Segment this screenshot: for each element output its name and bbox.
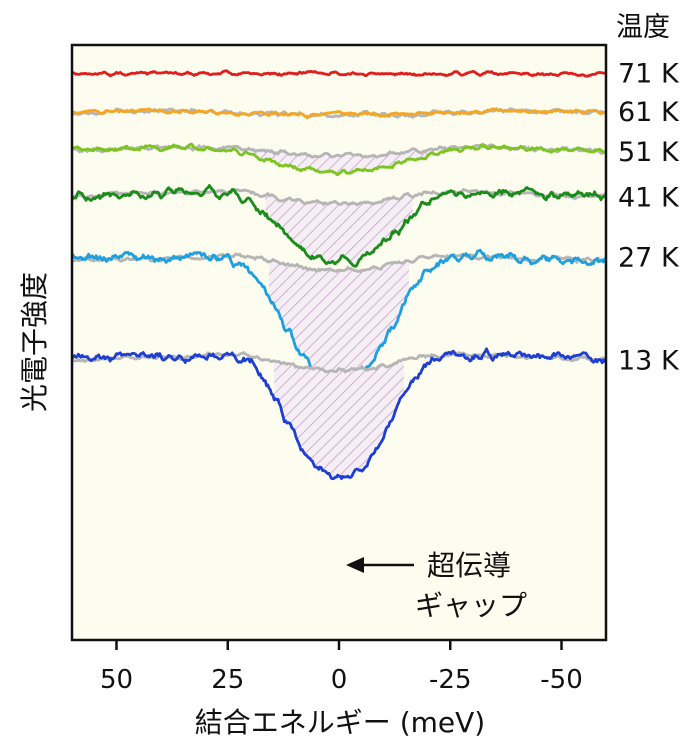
x-tick-label: -25 bbox=[429, 665, 471, 695]
x-tick-label: -50 bbox=[540, 665, 582, 695]
temperature-label-41k: 41 K bbox=[618, 183, 680, 214]
annotation-arrow-head bbox=[346, 557, 364, 573]
annotation-line-1: 超伝導 bbox=[427, 549, 511, 582]
series-line-61k bbox=[72, 107, 606, 120]
series-line-41k bbox=[72, 184, 606, 268]
temperature-label-27k: 27 K bbox=[618, 242, 680, 273]
gap-annotation: 超伝導 ギャップ bbox=[346, 549, 527, 622]
temperature-labels: 71 K 61 K 51 K 41 K 27 K 13 K bbox=[618, 59, 680, 377]
legend-title: 温度 bbox=[616, 12, 670, 43]
temperature-label-71k: 71 K bbox=[618, 59, 680, 90]
x-axis: 50 25 0 -25 -50 bbox=[100, 640, 583, 695]
x-tick-label: 50 bbox=[100, 665, 133, 695]
gap-hatch-13k bbox=[274, 359, 404, 479]
temperature-label-61k: 61 K bbox=[618, 97, 680, 128]
series-line-13k bbox=[72, 347, 606, 481]
temperature-label-13k: 13 K bbox=[618, 345, 680, 376]
plot-area bbox=[72, 69, 606, 481]
series-line-51k bbox=[72, 142, 606, 177]
annotation-line-2: ギャップ bbox=[415, 589, 527, 622]
y-axis-title: 光電子強度 bbox=[18, 272, 51, 412]
x-axis-title: 結合エネルギー (meV) bbox=[195, 706, 485, 739]
series-line-71k bbox=[72, 69, 606, 78]
x-tick-label: 25 bbox=[211, 665, 244, 695]
x-tick-label: 0 bbox=[331, 665, 348, 695]
temperature-label-51k: 51 K bbox=[618, 137, 680, 168]
